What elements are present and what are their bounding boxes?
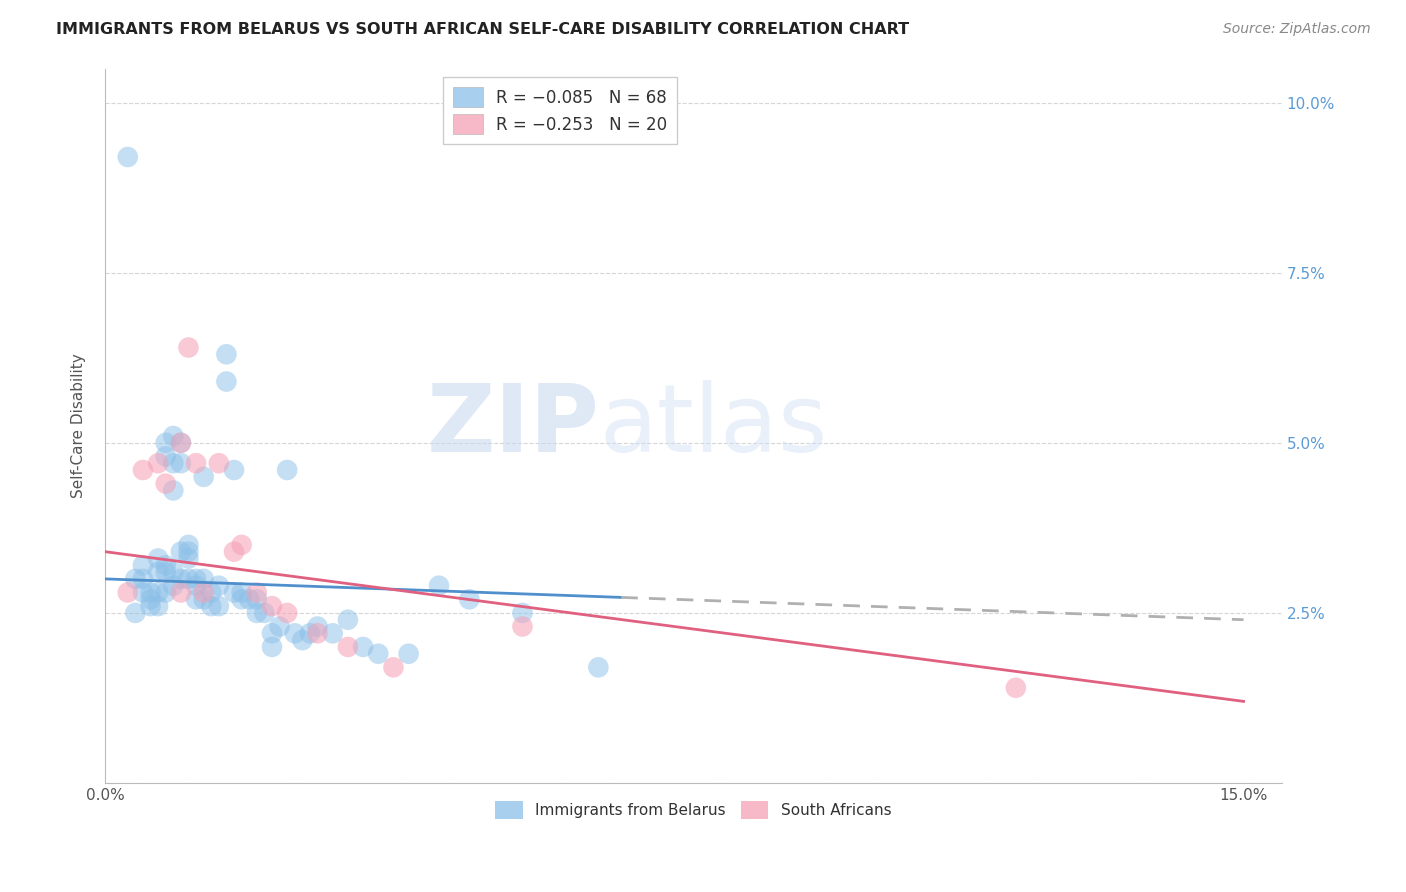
Point <box>208 599 231 613</box>
Point <box>162 579 184 593</box>
Y-axis label: Self-Care Disability: Self-Care Disability <box>72 353 86 498</box>
Point <box>162 429 184 443</box>
Point <box>170 585 193 599</box>
Point <box>139 585 162 599</box>
Point <box>307 619 329 633</box>
Text: ZIP: ZIP <box>426 380 599 472</box>
Point <box>132 558 155 573</box>
Point <box>352 640 374 654</box>
Point <box>146 599 169 613</box>
Point <box>367 647 389 661</box>
Point <box>193 470 215 484</box>
Point <box>246 585 269 599</box>
Point <box>155 476 177 491</box>
Point <box>253 606 276 620</box>
Point <box>139 599 162 613</box>
Point <box>155 585 177 599</box>
Point <box>222 463 245 477</box>
Point <box>184 592 207 607</box>
Point <box>200 585 222 599</box>
Point <box>146 565 169 579</box>
Point <box>512 606 534 620</box>
Point <box>124 572 146 586</box>
Point <box>336 613 359 627</box>
Point <box>291 633 314 648</box>
Text: IMMIGRANTS FROM BELARUS VS SOUTH AFRICAN SELF-CARE DISABILITY CORRELATION CHART: IMMIGRANTS FROM BELARUS VS SOUTH AFRICAN… <box>56 22 910 37</box>
Point <box>260 599 283 613</box>
Point <box>170 435 193 450</box>
Point <box>382 660 405 674</box>
Point <box>162 456 184 470</box>
Point <box>512 619 534 633</box>
Legend: Immigrants from Belarus, South Africans: Immigrants from Belarus, South Africans <box>489 795 897 825</box>
Point <box>132 572 155 586</box>
Point <box>155 558 177 573</box>
Point <box>322 626 344 640</box>
Point <box>231 592 253 607</box>
Point <box>155 565 177 579</box>
Point <box>177 538 200 552</box>
Point <box>177 544 200 558</box>
Point <box>398 647 420 661</box>
Point <box>427 579 450 593</box>
Point <box>193 592 215 607</box>
Point <box>193 585 215 599</box>
Point <box>146 551 169 566</box>
Point <box>260 626 283 640</box>
Point <box>231 585 253 599</box>
Point <box>177 551 200 566</box>
Point <box>260 640 283 654</box>
Point <box>170 544 193 558</box>
Point <box>284 626 307 640</box>
Point <box>155 450 177 464</box>
Point <box>184 456 207 470</box>
Point <box>588 660 610 674</box>
Point <box>170 435 193 450</box>
Point <box>208 579 231 593</box>
Point <box>193 572 215 586</box>
Point <box>276 463 298 477</box>
Point <box>170 572 193 586</box>
Point <box>238 592 260 607</box>
Point <box>276 606 298 620</box>
Text: atlas: atlas <box>599 380 827 472</box>
Point <box>170 456 193 470</box>
Point <box>246 606 269 620</box>
Point <box>162 565 184 579</box>
Point <box>336 640 359 654</box>
Point <box>146 456 169 470</box>
Point <box>177 341 200 355</box>
Point <box>269 619 291 633</box>
Point <box>458 592 481 607</box>
Point <box>184 579 207 593</box>
Point <box>162 483 184 498</box>
Point <box>200 599 222 613</box>
Point <box>215 347 238 361</box>
Text: Source: ZipAtlas.com: Source: ZipAtlas.com <box>1223 22 1371 37</box>
Point <box>146 585 169 599</box>
Point <box>177 572 200 586</box>
Point <box>117 585 139 599</box>
Point <box>298 626 321 640</box>
Point <box>1005 681 1028 695</box>
Point <box>132 585 155 599</box>
Point <box>139 592 162 607</box>
Point <box>132 463 155 477</box>
Point <box>246 592 269 607</box>
Point <box>117 150 139 164</box>
Point <box>222 585 245 599</box>
Point <box>208 456 231 470</box>
Point <box>215 375 238 389</box>
Point <box>124 606 146 620</box>
Point <box>231 538 253 552</box>
Point <box>307 626 329 640</box>
Point <box>155 435 177 450</box>
Point <box>184 572 207 586</box>
Point <box>222 544 245 558</box>
